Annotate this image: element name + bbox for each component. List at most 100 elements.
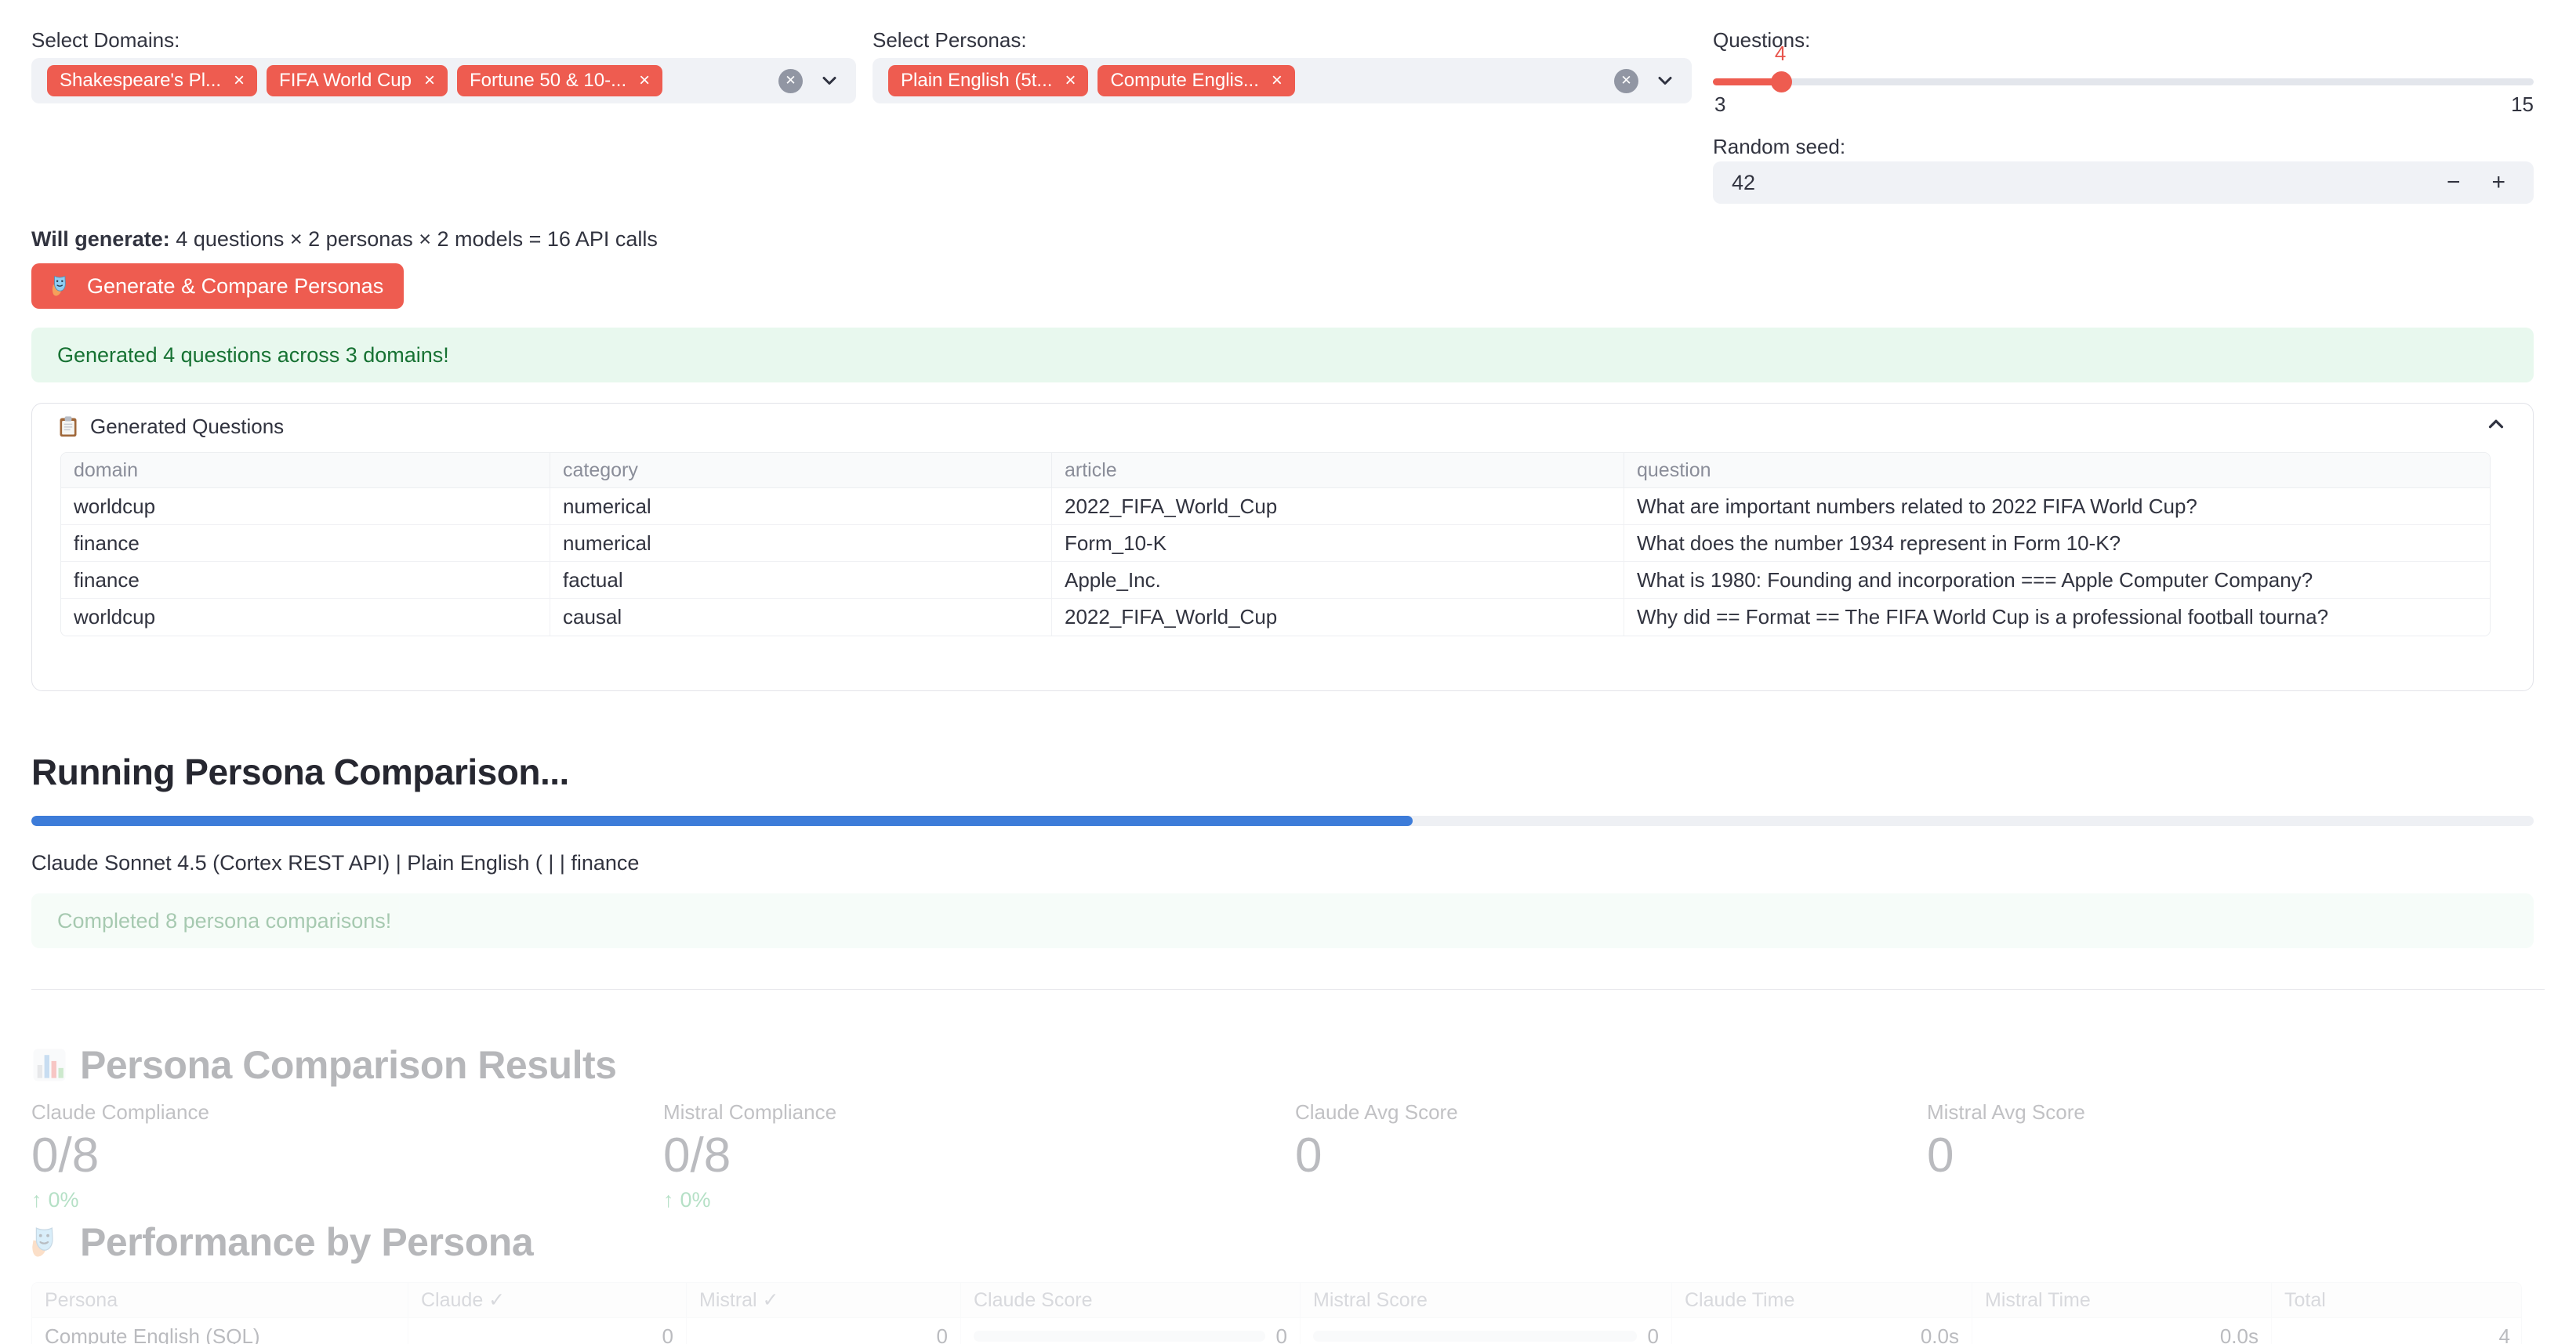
progress-status-text: Claude Sonnet 4.5 (Cortex REST API) | Pl… [31,851,640,875]
metric: Mistral Compliance 0/8 ↑ 0% [663,1100,836,1212]
slider-value: 4 [1774,42,1787,65]
remove-tag-icon[interactable]: × [639,70,651,91]
expander-title: Generated Questions [90,414,285,438]
seed-label: Random seed: [1713,135,1846,158]
metric: Mistral Avg Score 0 [1927,1100,2085,1183]
score-progress-track [974,1331,1265,1342]
metric-value: 0 [1295,1128,1322,1183]
generated-questions-expander: Generated Questions domain category arti… [31,403,2534,691]
seed-number-input[interactable]: 42 − + [1713,161,2534,204]
column-header[interactable]: Mistral Score [1301,1283,1672,1318]
metric-delta: ↑ 0% [663,1188,836,1212]
domains-multiselect[interactable]: Shakespeare's Pl... × FIFA World Cup × For… [31,58,856,103]
persona-tag[interactable]: Compute Englis... × [1098,65,1295,96]
clear-x-glyph: ✕ [785,73,796,88]
cell-claude-time: 0.0s [1672,1318,1972,1344]
domain-tag[interactable]: FIFA World Cup × [267,65,448,96]
arrow-up-icon: ↑ [31,1188,42,1212]
seed-value[interactable]: 42 [1732,170,1756,194]
generate-compare-label: Generate & Compare Personas [87,274,384,298]
remove-tag-icon[interactable]: × [1065,70,1076,91]
domain-tag-label: FIFA World Cup [279,70,412,91]
cell-mistral-check: 0 [687,1318,961,1344]
completed-banner: Completed 8 persona comparisons! [31,893,2534,948]
metric-value: 0 [1927,1128,1954,1183]
score-progress-track [1313,1331,1637,1342]
chevron-down-icon[interactable] [818,70,840,92]
domain-tag[interactable]: Shakespeare's Pl... × [47,65,258,96]
performance-table[interactable]: Persona Claude ✓ Mistral ✓ Claude Score … [31,1282,2522,1344]
arrow-up-icon: ↑ [663,1188,674,1212]
generated-questions-table[interactable]: domain category article question worldcu… [60,452,2491,636]
column-header[interactable]: Claude ✓ [408,1283,687,1318]
column-header[interactable]: question [1624,453,2490,488]
column-header[interactable]: Total [2272,1283,2521,1318]
column-header[interactable]: Persona [32,1283,408,1318]
increment-button[interactable]: + [2491,169,2505,195]
score-value: 0 [1275,1324,1287,1344]
questions-slider[interactable]: 4 [1713,42,2534,95]
cell-mistral-score: 0 [1301,1318,1672,1344]
column-header[interactable]: domain [61,453,550,488]
cell-domain: worldcup [61,488,550,525]
cell-claude-score: 0 [961,1318,1301,1344]
column-header[interactable]: category [550,453,1052,488]
slider-fill [1713,78,1781,85]
column-header[interactable]: Claude Score [961,1283,1301,1318]
slider-thumb[interactable] [1770,71,1792,92]
cell-question: Why did == Format == The FIFA World Cup … [1624,599,2490,636]
performance-heading-text: Performance by Persona [80,1220,534,1264]
theater-masks-icon [32,1227,53,1257]
cell-article: 2022_FIFA_World_Cup [1052,599,1624,636]
cell-question: What does the number 1934 represent in F… [1624,525,2490,562]
bar-chart-icon [33,1049,66,1081]
metric-delta-text: 0% [48,1188,79,1212]
cell-article: Form_10-K [1052,525,1624,562]
slider-track[interactable] [1713,78,2534,85]
cell-domain: worldcup [61,599,550,636]
cell-mistral-time: 0.0s [1972,1318,2272,1344]
cell-persona: Compute English (SQL) [32,1318,408,1344]
personas-multiselect[interactable]: Plain English (5t... × Compute Englis... ×… [873,58,1692,103]
results-heading-text: Persona Comparison Results [80,1043,617,1087]
column-header[interactable]: article [1052,453,1624,488]
results-heading: Persona Comparison Results [31,1042,617,1088]
cell-question: What are important numbers related to 20… [1624,488,2490,525]
metric-label: Mistral Avg Score [1927,1100,2085,1124]
cell-category: causal [550,599,1052,636]
metric-label: Mistral Compliance [663,1100,837,1124]
column-header[interactable]: Mistral Time [1972,1283,2272,1318]
expander-header[interactable]: Generated Questions [32,404,2533,449]
column-header[interactable]: Claude Time [1672,1283,1972,1318]
cell-domain: finance [61,525,550,562]
domains-label: Select Domains: [31,28,180,52]
domain-tag[interactable]: Fortune 50 & 10-... × [457,65,663,96]
progress-bar-fill [31,816,1413,826]
running-comparison-heading: Running Persona Comparison... [31,752,569,792]
decrement-button[interactable]: − [2446,169,2461,195]
chevron-down-icon[interactable] [1654,70,1676,92]
score-value: 0 [1647,1324,1659,1344]
progress-bar [31,816,2534,826]
remove-tag-icon[interactable]: × [234,70,245,91]
personas-label: Select Personas: [873,28,1027,52]
cell-domain: finance [61,562,550,599]
column-header[interactable]: Mistral ✓ [687,1283,961,1318]
remove-tag-icon[interactable]: × [1271,70,1283,91]
remove-tag-icon[interactable]: × [424,70,436,91]
clear-all-icon[interactable]: ✕ [1614,68,1638,93]
slider-max-label: 15 [2511,92,2534,116]
cell-question: What is 1980: Founding and incorporation… [1624,562,2490,599]
slider-min-label: 3 [1714,92,1726,116]
metric-label: Claude Compliance [31,1100,209,1124]
metric-label: Claude Avg Score [1295,1100,1458,1124]
section-divider [31,989,2545,990]
chevron-up-icon[interactable] [2484,412,2508,436]
persona-tag[interactable]: Plain English (5t... × [888,65,1089,96]
cell-article: 2022_FIFA_World_Cup [1052,488,1624,525]
metric-value: 0/8 [31,1128,100,1183]
cell-category: numerical [550,488,1052,525]
metric-delta-text: 0% [680,1188,711,1212]
clear-all-icon[interactable]: ✕ [778,68,803,93]
generate-compare-button[interactable]: Generate & Compare Personas [31,263,405,309]
